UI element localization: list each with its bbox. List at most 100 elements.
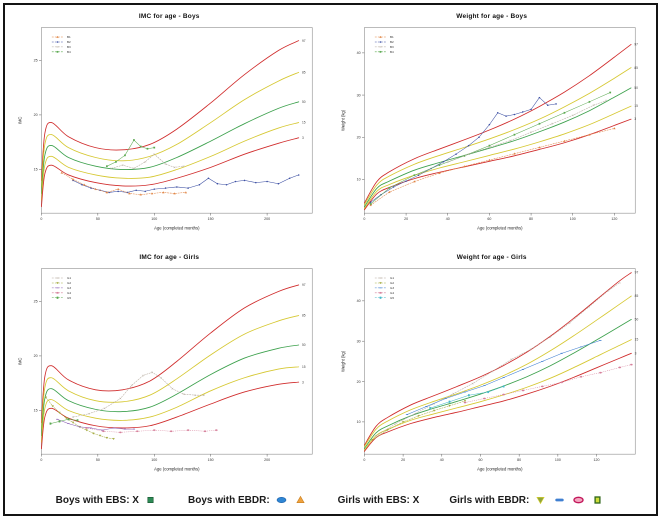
chart-title-imc-boys: IMC for age - Boys bbox=[138, 13, 200, 20]
svg-text:200: 200 bbox=[264, 217, 270, 221]
key-label: Girls with EBS: X bbox=[337, 494, 420, 506]
svg-text:15: 15 bbox=[302, 364, 306, 368]
svg-text:0: 0 bbox=[363, 217, 365, 221]
svg-text:B4: B4 bbox=[67, 50, 71, 54]
svg-text:3: 3 bbox=[634, 351, 636, 355]
svg-text:100: 100 bbox=[151, 217, 157, 221]
svg-text:20: 20 bbox=[404, 217, 408, 221]
svg-text:20: 20 bbox=[356, 135, 360, 139]
key-group: Boys with EBS: X bbox=[56, 494, 158, 506]
svg-text:30: 30 bbox=[356, 93, 360, 97]
svg-text:60: 60 bbox=[487, 217, 491, 221]
tri-down-marker-icon bbox=[533, 494, 548, 506]
svg-text:20: 20 bbox=[34, 354, 38, 358]
svg-text:60: 60 bbox=[478, 457, 482, 461]
svg-text:150: 150 bbox=[208, 457, 214, 461]
chart-title-weight-boys: Weight for age - Boys bbox=[456, 13, 528, 20]
svg-text:85: 85 bbox=[634, 66, 638, 70]
svg-text:0: 0 bbox=[40, 217, 42, 221]
svg-text:150: 150 bbox=[208, 217, 214, 221]
svg-text:40: 40 bbox=[439, 457, 443, 461]
svg-text:B1: B1 bbox=[389, 35, 393, 39]
svg-text:40: 40 bbox=[356, 299, 360, 303]
svg-text:50: 50 bbox=[302, 343, 306, 347]
weight-boys-plot: 0 20 40 60 80 100 120 10 20 30 40 Age (completed mo… bbox=[340, 27, 638, 230]
svg-text:0: 0 bbox=[363, 457, 365, 461]
svg-text:50: 50 bbox=[634, 317, 638, 321]
svg-text:B2: B2 bbox=[389, 40, 393, 44]
svg-text:15: 15 bbox=[34, 168, 38, 172]
svg-text:15: 15 bbox=[634, 337, 638, 341]
svg-text:G5: G5 bbox=[389, 295, 393, 299]
key-label: Boys with EBS: X bbox=[55, 494, 139, 506]
svg-text:Age (completed months): Age (completed months) bbox=[154, 225, 200, 230]
svg-text:G4: G4 bbox=[67, 290, 71, 294]
svg-text:15: 15 bbox=[302, 121, 306, 125]
svg-text:B1: B1 bbox=[67, 35, 71, 39]
figure-frame: IMC for age - Boys 0 50 100 150 200 15 20 25 Age… bbox=[3, 3, 658, 516]
svg-text:IMC: IMC bbox=[18, 357, 23, 365]
svg-text:G3: G3 bbox=[389, 286, 393, 290]
svg-text:B3: B3 bbox=[67, 45, 71, 49]
square-outline-marker-icon bbox=[590, 494, 605, 506]
svg-text:100: 100 bbox=[569, 217, 575, 221]
key-label: Boys with EBDR: bbox=[187, 494, 270, 506]
svg-text:10: 10 bbox=[356, 420, 360, 424]
svg-text:20: 20 bbox=[401, 457, 405, 461]
figure-key: Boys with EBS: X Boys with EBDR: Girls wit… bbox=[5, 490, 656, 514]
svg-text:120: 120 bbox=[611, 217, 617, 221]
svg-text:Weight (kg): Weight (kg) bbox=[340, 350, 345, 372]
svg-text:20: 20 bbox=[356, 379, 360, 383]
svg-text:B4: B4 bbox=[389, 50, 393, 54]
svg-text:3: 3 bbox=[302, 136, 304, 140]
svg-text:25: 25 bbox=[34, 59, 38, 63]
chart-title-weight-girls: Weight for age - Girls bbox=[456, 253, 527, 261]
ellipse-outline-marker-icon bbox=[571, 494, 586, 506]
svg-text:50: 50 bbox=[302, 100, 306, 104]
svg-text:80: 80 bbox=[517, 457, 521, 461]
svg-text:20: 20 bbox=[34, 113, 38, 117]
svg-text:Age (completed months): Age (completed months) bbox=[154, 466, 200, 471]
svg-text:B3: B3 bbox=[389, 45, 393, 49]
key-group: Boys with EBDR: bbox=[188, 494, 308, 506]
svg-text:97: 97 bbox=[634, 43, 638, 47]
svg-text:50: 50 bbox=[96, 217, 100, 221]
svg-text:120: 120 bbox=[593, 457, 599, 461]
weight-girls-plot: 0 20 40 60 80 100 120 10 20 30 40 Age (completed mo… bbox=[340, 267, 638, 471]
svg-text:G1: G1 bbox=[389, 276, 393, 280]
key-group: Girls with EBS: X bbox=[338, 495, 420, 506]
svg-text:85: 85 bbox=[302, 70, 306, 74]
svg-text:Age (completed months): Age (completed months) bbox=[477, 466, 523, 471]
square-marker-icon bbox=[143, 494, 158, 506]
dash-marker-icon bbox=[552, 494, 567, 506]
svg-text:IMC: IMC bbox=[18, 117, 23, 125]
svg-text:97: 97 bbox=[634, 270, 638, 274]
ellipse-marker-icon bbox=[274, 494, 289, 506]
chart-weight-boys: Weight for age - Boys 0 20 40 60 80 100 120 10 2… bbox=[336, 11, 649, 250]
tri-up-marker-icon bbox=[293, 494, 308, 506]
svg-text:10: 10 bbox=[356, 178, 360, 182]
svg-text:15: 15 bbox=[34, 408, 38, 412]
svg-text:97: 97 bbox=[302, 39, 306, 43]
svg-text:25: 25 bbox=[34, 299, 38, 303]
svg-text:30: 30 bbox=[356, 339, 360, 343]
svg-text:Weight (kg): Weight (kg) bbox=[340, 109, 345, 131]
svg-text:G2: G2 bbox=[67, 281, 71, 285]
svg-text:40: 40 bbox=[356, 51, 360, 55]
svg-text:80: 80 bbox=[529, 217, 533, 221]
svg-text:0: 0 bbox=[40, 457, 42, 461]
chart-title-imc-girls: IMC for age - Girls bbox=[139, 253, 200, 261]
key-label: Girls with EBDR: bbox=[449, 494, 530, 506]
chart-imc-girls: IMC for age - Girls 0 50 100 150 200 15 20 25 Ag… bbox=[13, 252, 326, 491]
svg-text:97: 97 bbox=[302, 283, 306, 287]
svg-text:G1: G1 bbox=[67, 276, 71, 280]
charts-grid: IMC for age - Boys 0 50 100 150 200 15 20 25 Age… bbox=[5, 5, 656, 490]
svg-text:50: 50 bbox=[96, 457, 100, 461]
svg-text:200: 200 bbox=[264, 457, 270, 461]
svg-text:G4: G4 bbox=[389, 290, 393, 294]
key-group: Girls with EBDR: bbox=[449, 494, 605, 506]
svg-text:G2: G2 bbox=[389, 281, 393, 285]
svg-text:85: 85 bbox=[634, 294, 638, 298]
svg-text:100: 100 bbox=[554, 457, 560, 461]
imc-boys-plot: 0 50 100 150 200 15 20 25 Age (completed months)… bbox=[18, 27, 313, 230]
